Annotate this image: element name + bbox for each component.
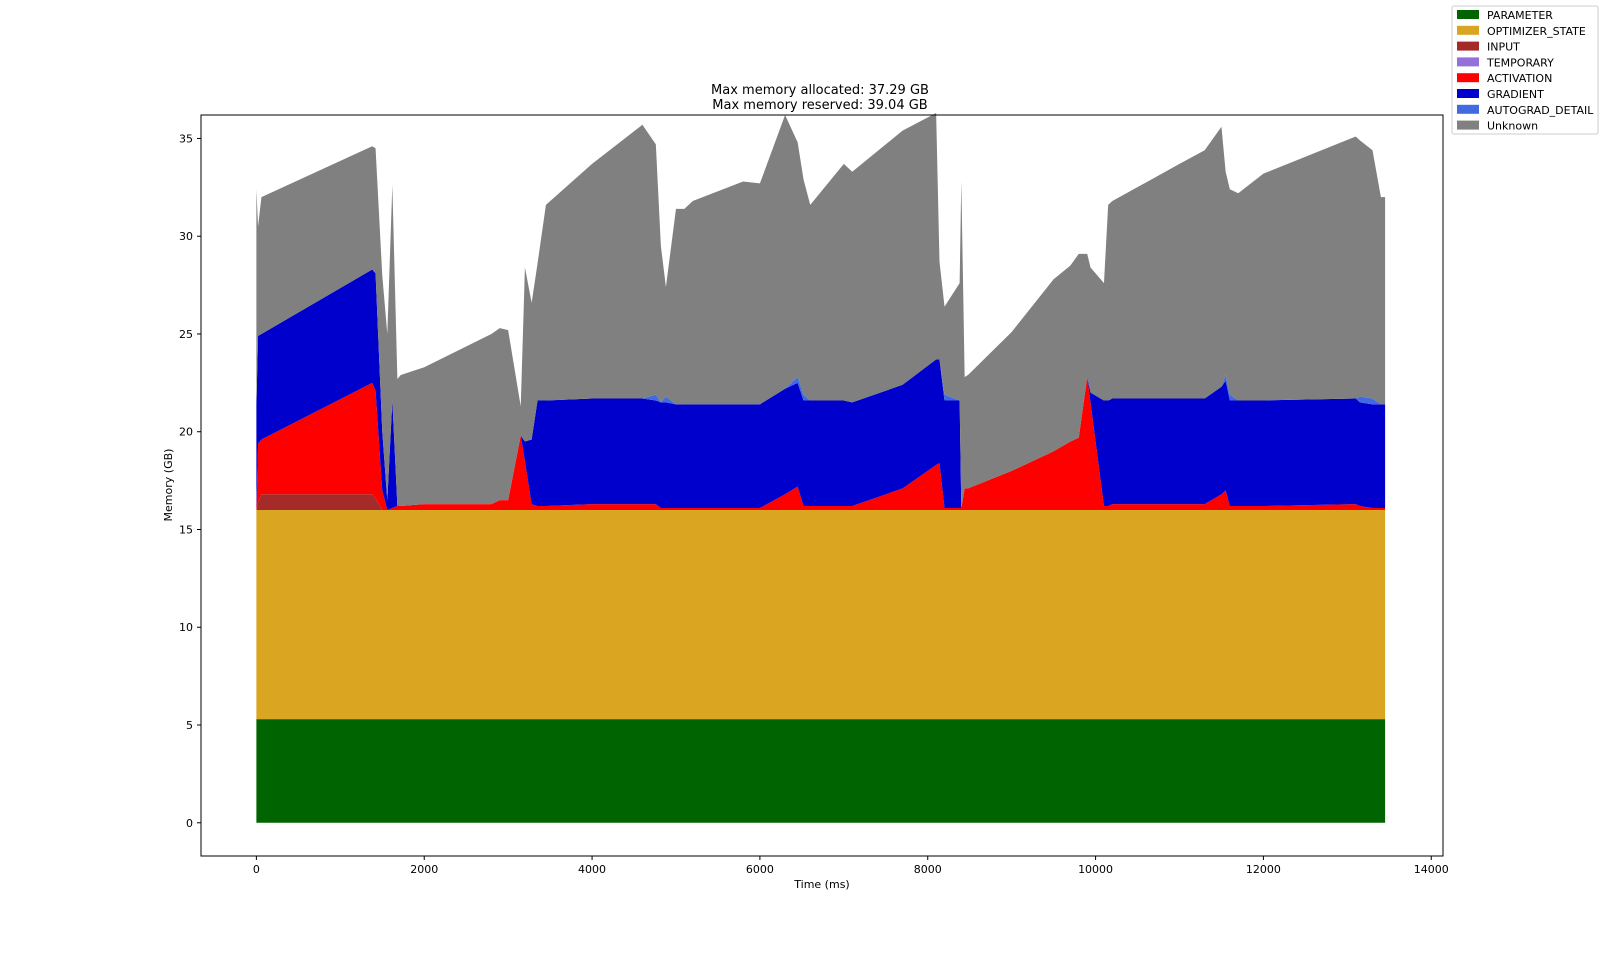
area-parameter [256, 719, 1386, 823]
y-tick-label: 20 [179, 426, 193, 439]
legend-swatch-temporary [1457, 57, 1479, 67]
legend-swatch-parameter [1457, 10, 1479, 19]
legend-label-parameter: PARAMETER [1487, 9, 1553, 22]
legend-label-activation: ACTIVATION [1487, 72, 1552, 85]
legend-swatch-unknown [1457, 120, 1479, 130]
y-tick-label: 5 [186, 719, 193, 732]
y-tick-label: 25 [179, 328, 193, 341]
legend-label-optimizer-state: OPTIMIZER_STATE [1487, 25, 1586, 38]
x-tick-label: 6000 [746, 863, 774, 876]
x-tick-label: 8000 [914, 863, 942, 876]
x-tick-label: 2000 [410, 863, 438, 876]
x-tick-label: 14000 [1414, 863, 1449, 876]
x-tick-label: 4000 [578, 863, 606, 876]
x-tick-label: 10000 [1078, 863, 1113, 876]
x-tick-label: 0 [253, 863, 260, 876]
legend-swatch-activation [1457, 73, 1479, 83]
y-tick-label: 30 [179, 230, 193, 243]
legend-frame [1451, 5, 1599, 135]
legend-label-gradient: GRADIENT [1487, 88, 1544, 101]
legend-label-unknown: Unknown [1487, 120, 1538, 133]
legend-label-input: INPUT [1487, 41, 1520, 54]
legend: PARAMETER OPTIMIZER_STATE INPUT TEMPORARY AC… [1451, 5, 1599, 135]
plot-frame [200, 114, 1444, 857]
legend-swatch-optimizer-state [1457, 25, 1479, 35]
y-axis-label: Memory (GB) [162, 449, 175, 522]
y-tick-label: 0 [186, 817, 193, 830]
legend-label-temporary: TEMPORARY [1486, 56, 1554, 69]
title-line-2: Max memory reserved: 39.04 GB [712, 98, 927, 113]
area-input [256, 494, 1386, 510]
x-axis: 0 2000 4000 6000 8000 10000 12000 14000 [253, 856, 1449, 876]
area-activation [256, 376, 1386, 510]
area-gradient [256, 269, 1386, 510]
y-tick-label: 10 [179, 621, 193, 634]
legend-swatch-autograd-detail [1457, 104, 1479, 114]
y-tick-label: 15 [179, 523, 193, 536]
area-optimizer-state [256, 509, 1386, 720]
y-tick-label: 35 [179, 132, 193, 145]
stacked-areas [256, 113, 1386, 823]
area-unknown [256, 113, 1386, 508]
x-tick-label: 12000 [1246, 863, 1281, 876]
x-axis-label: Time (ms) [793, 878, 849, 891]
legend-swatch-gradient [1457, 89, 1479, 98]
legend-label-autograd-detail: AUTOGRAD_DETAIL [1487, 104, 1594, 117]
chart-title: Max memory allocated: 37.29 GB Max memor… [711, 83, 929, 113]
legend-swatch-input [1457, 41, 1479, 51]
y-axis: 0 5 10 15 20 25 30 35 [179, 132, 201, 830]
title-line-1: Max memory allocated: 37.29 GB [711, 83, 929, 98]
